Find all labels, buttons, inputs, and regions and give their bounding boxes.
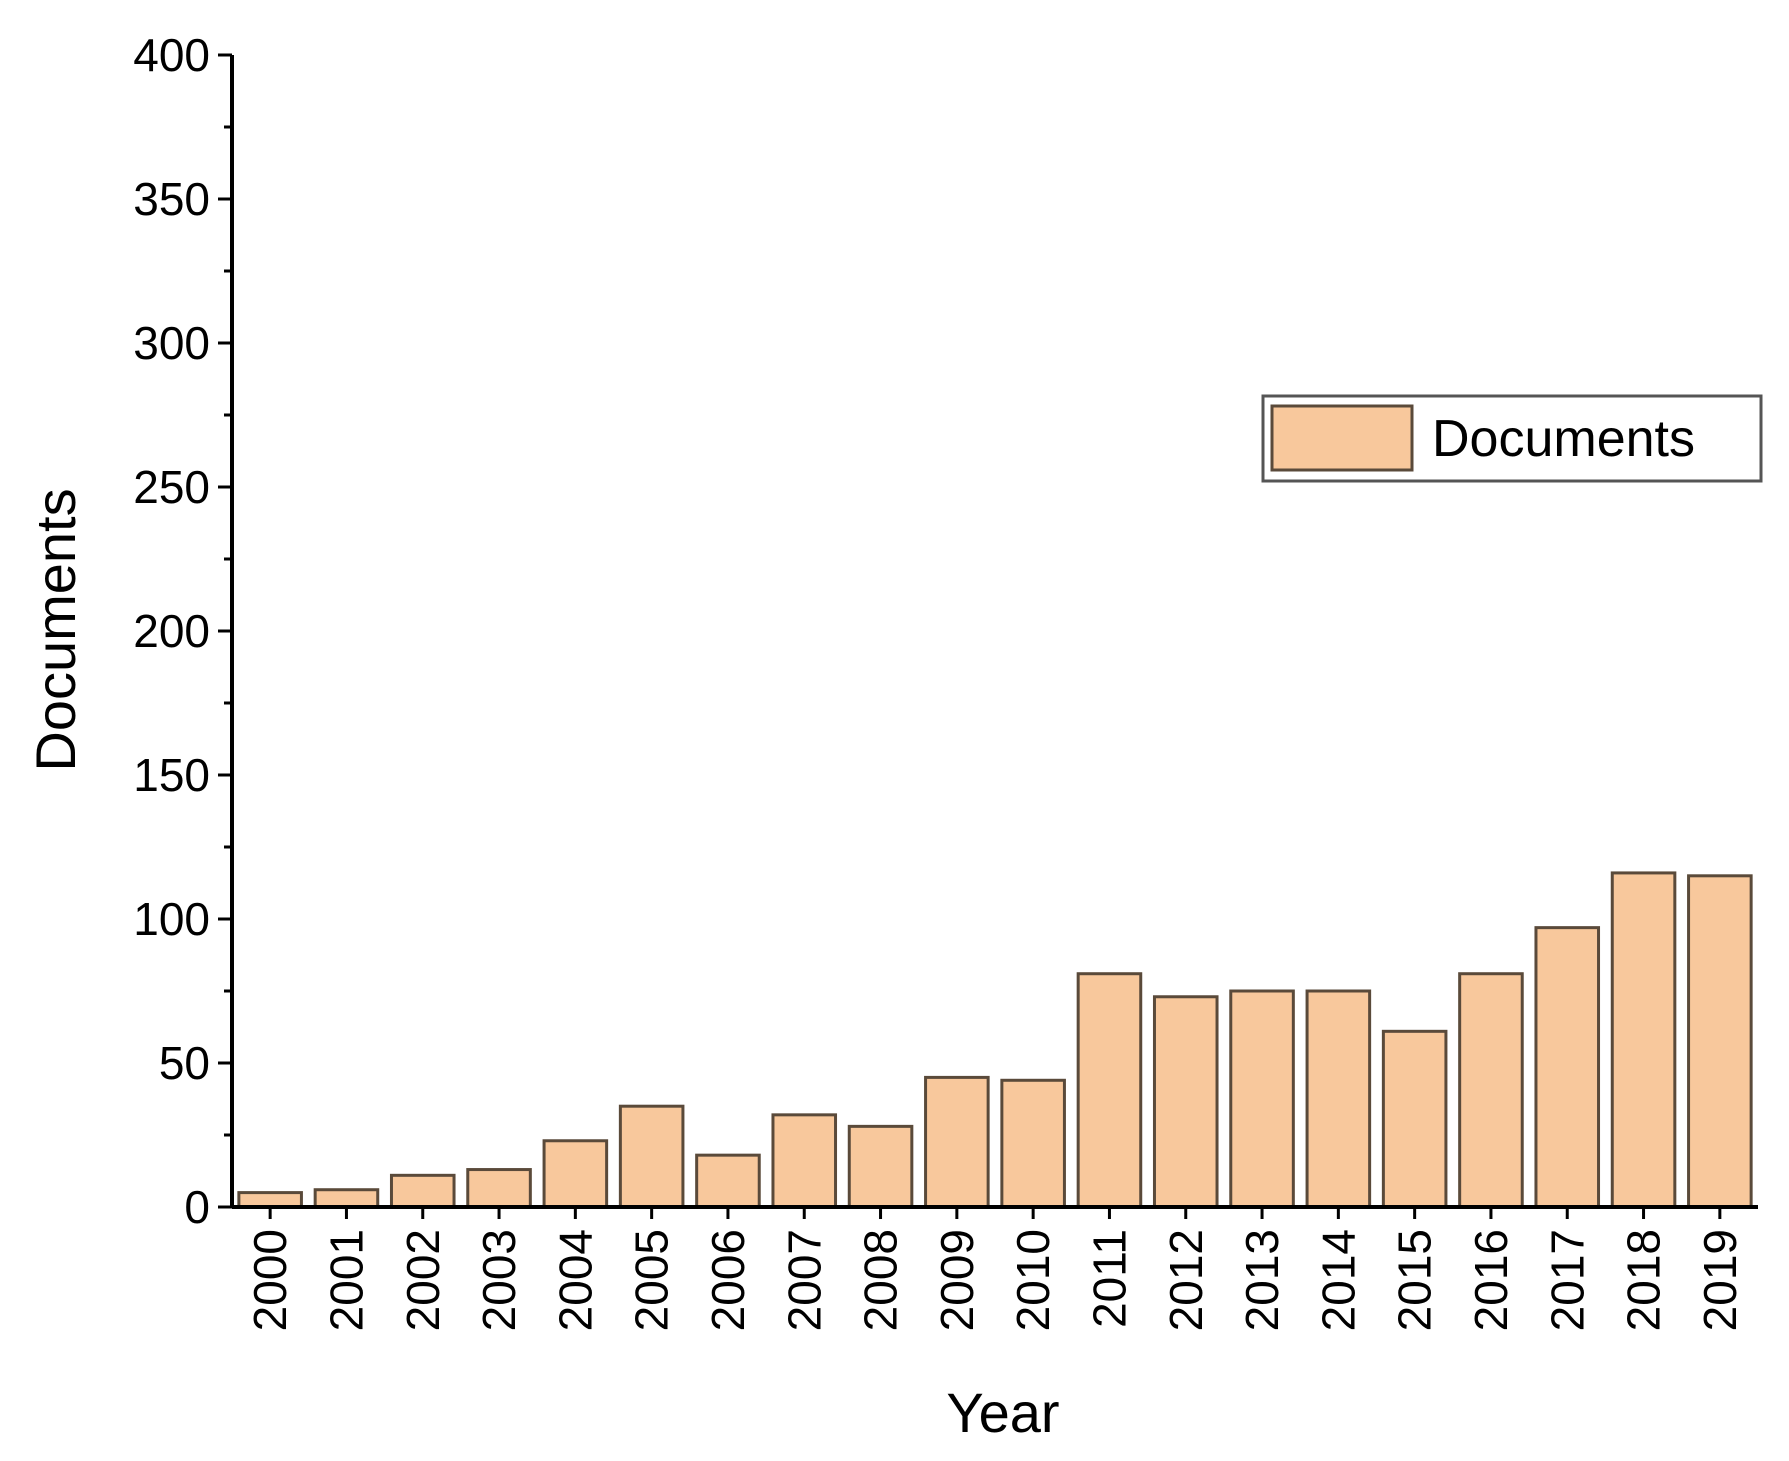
bar-2010: [1000, 1078, 1066, 1209]
bar-2006: [695, 1153, 761, 1209]
legend-label: Documents: [1432, 410, 1695, 468]
x-tick-label: 2019: [1694, 1229, 1746, 1331]
bar-2009: [924, 1075, 990, 1209]
bar-2003: [466, 1168, 532, 1209]
x-tick-label: 2013: [1236, 1229, 1288, 1331]
x-tick-label: 2009: [931, 1229, 983, 1331]
x-axis-ticks: 2000 2001 2002 2003 2004 2005 2006 2007 2008 2009…: [244, 1207, 1746, 1331]
bar-2005: [618, 1104, 685, 1209]
x-tick-label: 2004: [549, 1229, 601, 1331]
bar-2008: [847, 1124, 914, 1209]
y-tick-label: 200: [133, 605, 210, 657]
x-tick-label: 2017: [1541, 1229, 1593, 1331]
y-axis-ticks: 0 50 100 150 200 250 300 350 400: [133, 29, 232, 1233]
y-tick-label: 0: [184, 1181, 210, 1233]
bar-2000: [237, 1191, 303, 1209]
bar-2014: [1305, 989, 1372, 1209]
legend: Documents: [1261, 394, 1763, 483]
legend-swatch: [1270, 404, 1414, 472]
bar-2007: [771, 1113, 838, 1209]
x-axis-title: Year: [946, 1381, 1059, 1444]
x-tick-label: 2003: [473, 1229, 525, 1331]
y-tick-label: 150: [133, 749, 210, 801]
x-tick-label: 2010: [1007, 1229, 1059, 1331]
bar-2012: [1152, 995, 1219, 1209]
x-tick-label: 2018: [1618, 1229, 1670, 1331]
bar-2002: [389, 1173, 456, 1209]
y-axis-title: Documents: [24, 488, 87, 771]
y-tick-label: 100: [133, 893, 210, 945]
bar-2011: [1076, 972, 1143, 1209]
bar-2018: [1610, 871, 1677, 1209]
x-tick-label: 2001: [320, 1229, 372, 1331]
bars-group: [237, 871, 1753, 1209]
bar-2004: [542, 1139, 609, 1209]
bar-2019: [1687, 874, 1753, 1209]
x-tick-label: 2007: [778, 1229, 830, 1331]
bar-2013: [1229, 989, 1295, 1209]
y-tick-label: 400: [133, 29, 210, 81]
x-tick-label: 2008: [855, 1229, 907, 1331]
y-tick-label: 50: [159, 1037, 210, 1089]
bar-2017: [1534, 926, 1601, 1209]
bar-2016: [1458, 972, 1524, 1209]
bar-2001: [313, 1188, 380, 1209]
y-tick-label: 300: [133, 317, 210, 369]
y-tick-label: 350: [133, 173, 210, 225]
x-tick-label: 2002: [397, 1229, 449, 1331]
x-tick-label: 2016: [1465, 1229, 1517, 1331]
x-tick-label: 2015: [1389, 1229, 1441, 1331]
bar-2015: [1381, 1029, 1448, 1209]
x-tick-label: 2000: [244, 1229, 296, 1331]
x-tick-label: 2005: [626, 1229, 678, 1331]
x-tick-label: 2011: [1083, 1229, 1135, 1328]
x-tick-label: 2006: [702, 1229, 754, 1331]
x-tick-label: 2014: [1312, 1229, 1364, 1331]
x-tick-label: 2012: [1160, 1229, 1212, 1331]
y-tick-label: 250: [133, 461, 210, 513]
